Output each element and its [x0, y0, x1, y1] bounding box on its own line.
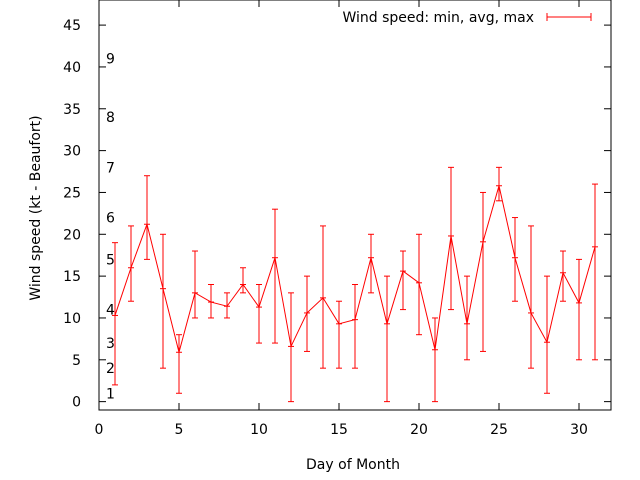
x-tick-label: 15 — [330, 422, 348, 438]
error-bar — [464, 275, 470, 361]
series-wind-speed — [112, 166, 598, 403]
x-axis-title: Day of Month — [306, 457, 400, 473]
x-tick-label: 20 — [410, 422, 428, 438]
error-bar — [320, 225, 326, 369]
error-bar — [208, 283, 214, 319]
plot-border — [98, 0, 612, 411]
error-bar — [288, 292, 294, 403]
y-tick-label: 0 — [72, 395, 81, 411]
error-bar — [144, 175, 150, 260]
beaufort-label: 3 — [106, 336, 115, 352]
error-bar — [544, 275, 550, 394]
error-bar — [304, 275, 310, 352]
x-tick-label: 30 — [570, 422, 588, 438]
y-tick-label: 25 — [63, 185, 81, 201]
error-bar — [384, 275, 390, 403]
error-bar — [224, 292, 230, 319]
error-bar — [560, 250, 566, 302]
error-bar — [256, 283, 262, 344]
error-bar — [528, 225, 534, 369]
error-bar — [192, 250, 198, 319]
error-bar — [400, 250, 406, 311]
y-axis-title: Wind speed (kt - Beaufort) — [28, 115, 44, 300]
error-bar — [592, 183, 598, 361]
error-bar — [336, 300, 342, 369]
error-bar — [272, 208, 278, 344]
error-bar — [416, 233, 422, 336]
error-bar — [128, 225, 134, 302]
beaufort-labels: 1 2 3 4 5 6 7 8 9 — [106, 52, 115, 403]
y-tick-label: 15 — [63, 269, 81, 285]
x-tick-label: 25 — [490, 422, 508, 438]
error-bar — [176, 334, 182, 394]
y-tick-label: 40 — [63, 60, 81, 76]
beaufort-label: 8 — [106, 110, 115, 126]
beaufort-label: 4 — [106, 303, 115, 319]
error-bar — [512, 217, 518, 302]
y-tick-label: 35 — [63, 102, 81, 118]
error-bar — [352, 283, 358, 369]
error-bar — [112, 242, 118, 386]
legend: Wind speed: min, avg, max — [342, 10, 592, 26]
error-bar — [368, 233, 374, 294]
error-bar — [240, 267, 246, 294]
error-bar — [480, 191, 486, 352]
error-bar — [160, 233, 166, 369]
beaufort-label: 1 — [106, 386, 115, 402]
x-tick-label: 10 — [250, 422, 268, 438]
error-bar — [496, 166, 502, 202]
error-bar — [448, 166, 454, 311]
x-tick-label: 0 — [95, 422, 104, 438]
error-bar — [576, 258, 582, 361]
x-tick-label: 5 — [175, 422, 184, 438]
y-tick-label: 5 — [72, 353, 81, 369]
y-tick-label: 30 — [63, 144, 81, 160]
y-tick-label: 10 — [63, 311, 81, 327]
beaufort-label: 9 — [106, 52, 115, 68]
beaufort-label: 2 — [106, 361, 115, 377]
beaufort-label: 5 — [106, 252, 115, 268]
y-tick-label: 45 — [63, 18, 81, 34]
error-bar — [432, 317, 438, 403]
legend-label: Wind speed: min, avg, max — [342, 10, 534, 26]
y-tick-label: 20 — [63, 227, 81, 243]
beaufort-label: 6 — [106, 211, 115, 227]
beaufort-label: 7 — [106, 160, 115, 176]
